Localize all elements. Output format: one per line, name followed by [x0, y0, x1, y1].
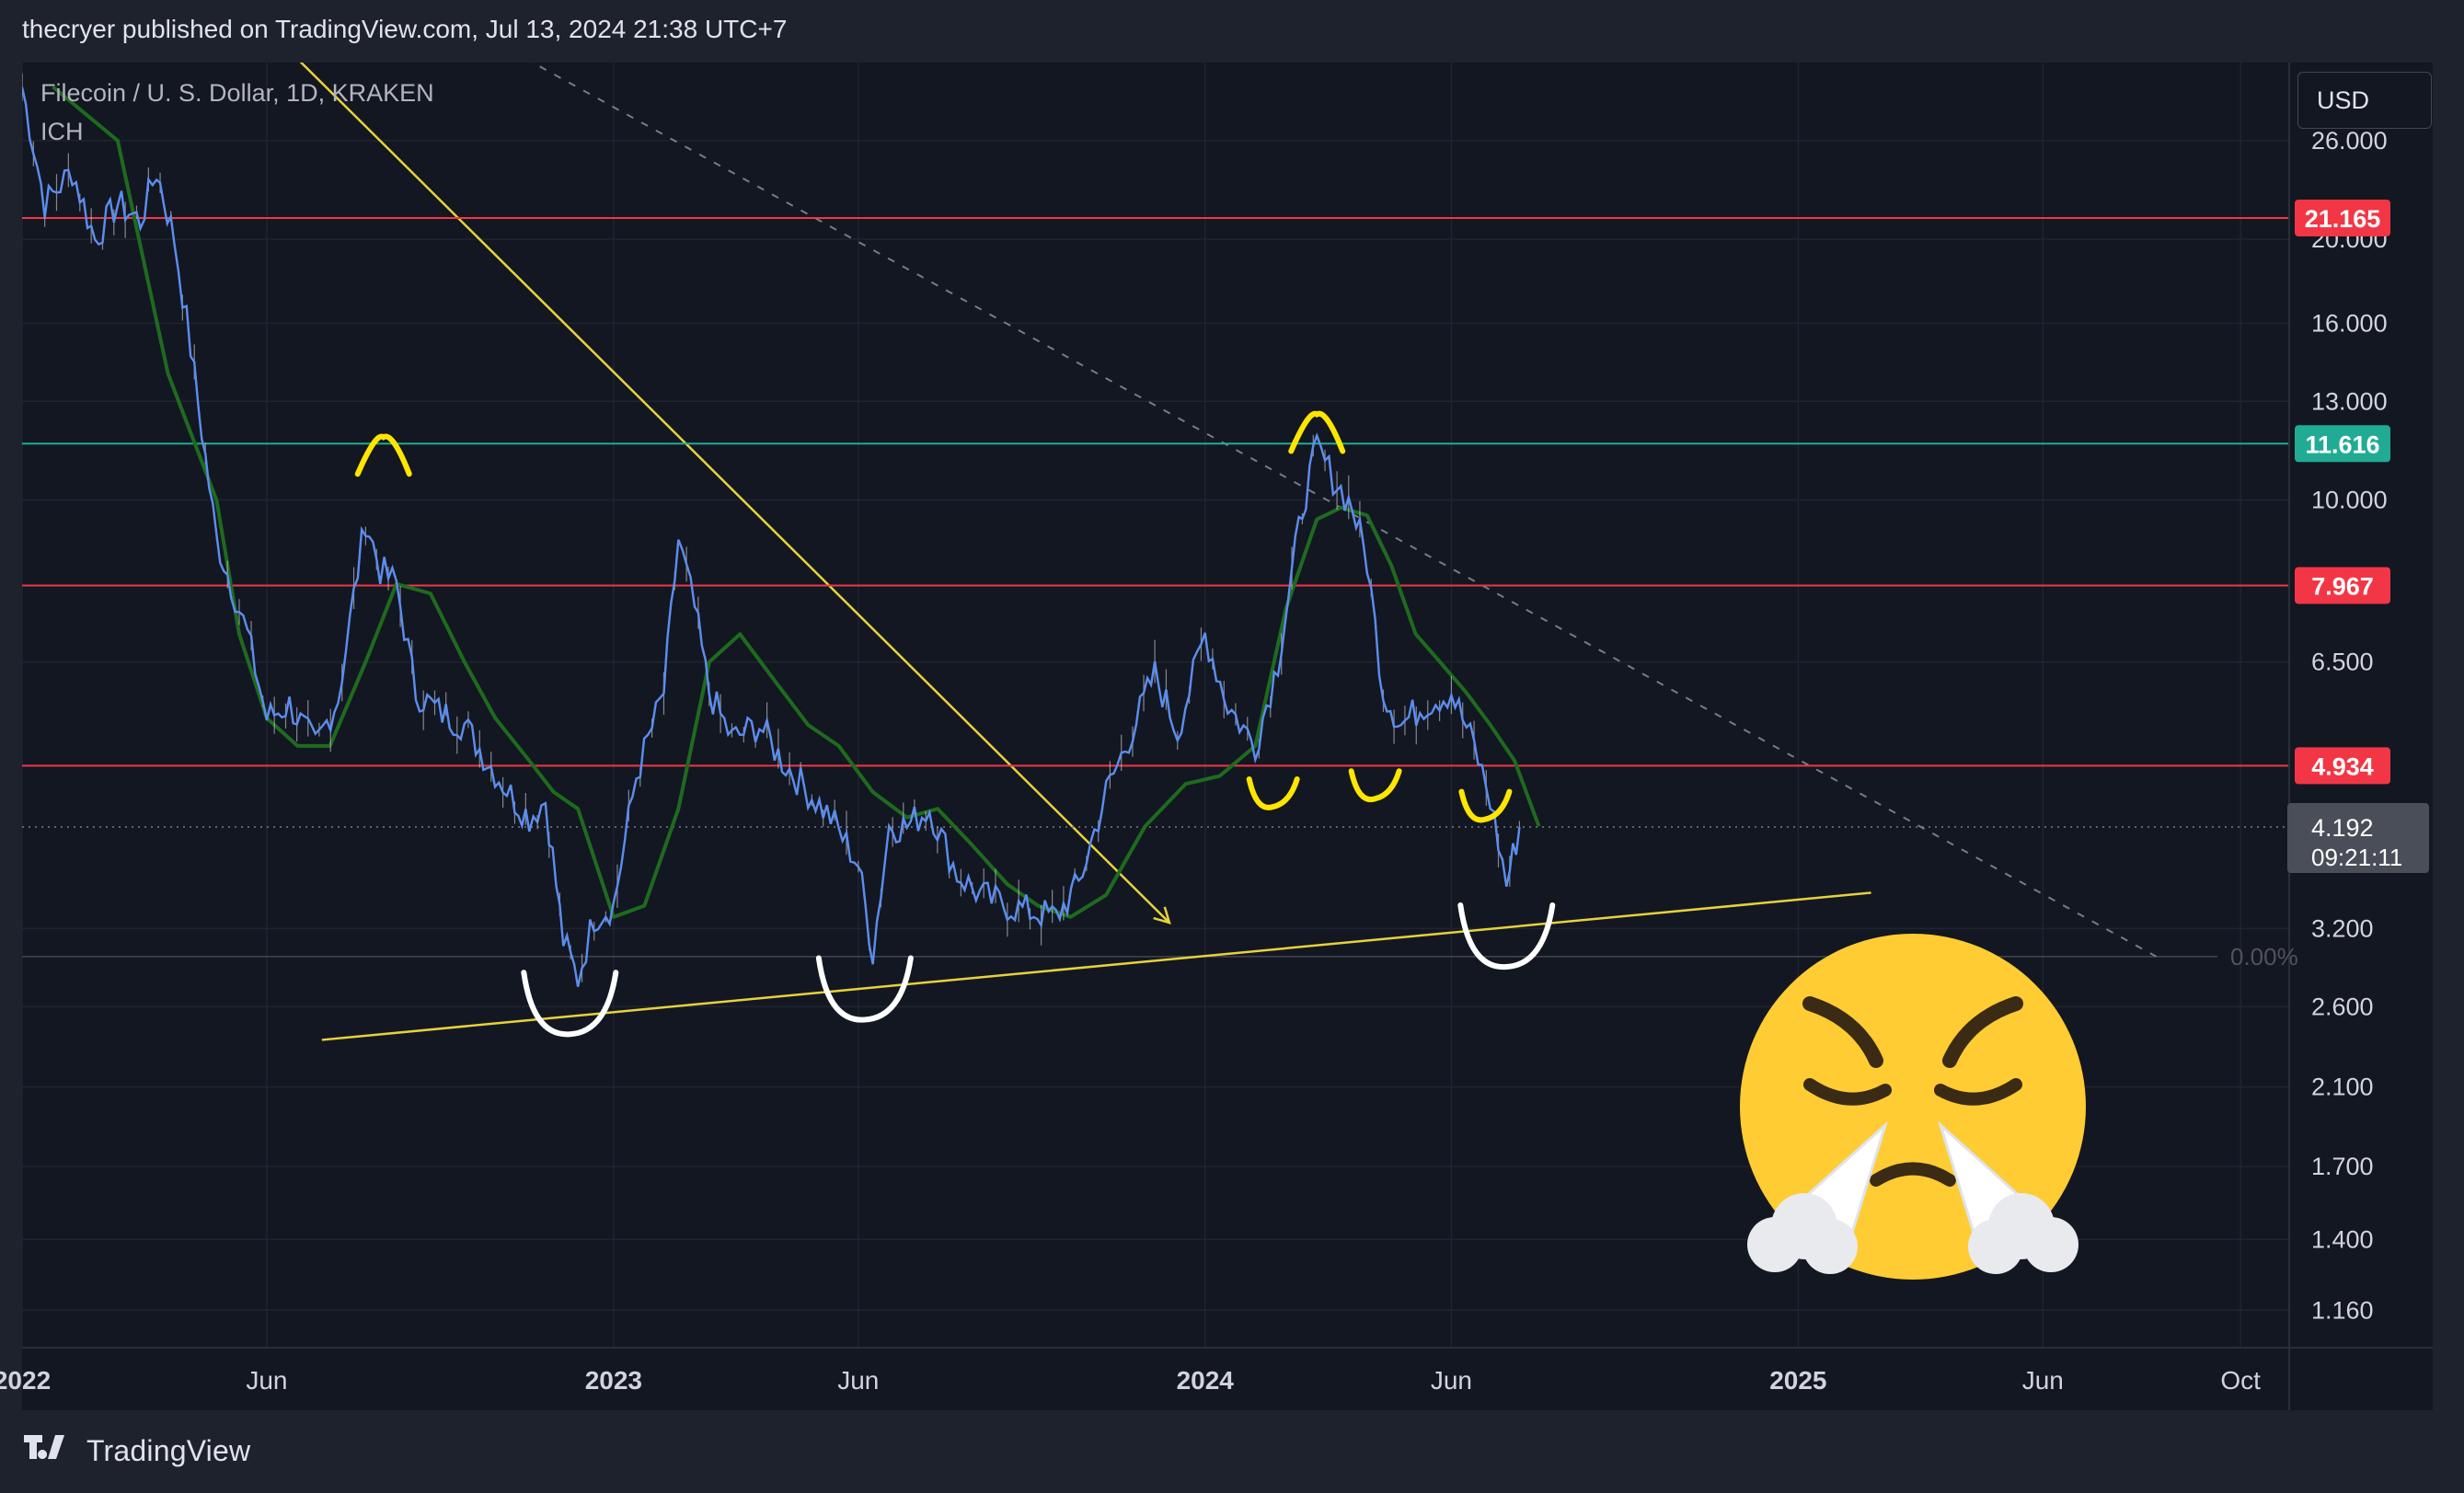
y-tick-label: 6.500: [2311, 649, 2374, 676]
emoji-mouth: [1870, 1162, 1956, 1187]
level-price-label: 7.967: [2311, 572, 2374, 600]
bottom-annotation: [521, 970, 619, 1038]
bottom-annotation: [1457, 902, 1556, 970]
publish-header: thecryer published on TradingView.com, J…: [22, 15, 788, 43]
x-tick-label: Jun: [2022, 1366, 2064, 1395]
emoji-steam-puff: [2023, 1217, 2078, 1272]
last-price-value: 4.192: [2311, 814, 2374, 842]
indicator-legend[interactable]: ICH: [40, 118, 84, 145]
level-price-tag: [2295, 425, 2390, 463]
price-line: [22, 86, 1521, 987]
y-tick-label: 26.000: [2311, 127, 2388, 155]
x-tick-label: Jun: [1431, 1366, 1472, 1395]
bottom-annotation: [815, 955, 914, 1023]
level-price-label: 21.165: [2305, 205, 2381, 233]
y-tick-label: 2.100: [2311, 1074, 2374, 1101]
y-tick-label: 1.400: [2311, 1225, 2374, 1253]
emoji-brow-left: [1802, 996, 1883, 1068]
level-price-label: 4.934: [2311, 752, 2374, 780]
level-price-tag: [2295, 567, 2390, 604]
x-tick-label: 2024: [1177, 1366, 1235, 1395]
tradingview-logo-icon: [22, 1433, 74, 1468]
y-tick-label: 1.160: [2311, 1296, 2374, 1324]
emoji-eye-right: [1934, 1078, 2022, 1106]
peak-annotation: [354, 433, 412, 477]
y-tick-label: 13.000: [2311, 387, 2388, 415]
y-tick-label: 16.000: [2311, 309, 2388, 337]
peak-annotation: [1288, 410, 1346, 454]
level-price-label: 11.616: [2305, 431, 2379, 458]
emoji-eye-left: [1803, 1078, 1892, 1106]
last-price-countdown: 09:21:11: [2311, 844, 2402, 871]
tradingview-logo[interactable]: TradingView: [22, 1433, 250, 1468]
x-tick-label: Jun: [246, 1366, 287, 1395]
x-tick-label: 2023: [585, 1366, 642, 1395]
tradingview-brand: TradingView: [86, 1433, 251, 1467]
swing-annotation: [1348, 768, 1402, 803]
y-tick-label: 3.200: [2311, 914, 2374, 942]
trendline-arrowhead: [1153, 906, 1171, 925]
trendline: [321, 891, 1871, 1041]
last-price-tag: [2287, 803, 2429, 874]
level-price-tag: [2295, 747, 2390, 785]
annotation-layer: [354, 410, 1556, 1038]
emoji-steam-puff: [1802, 1219, 1858, 1274]
y-tick-label: 10.000: [2311, 487, 2388, 514]
symbol-legend[interactable]: Filecoin / U. S. Dollar, 1D, KRAKEN: [40, 79, 434, 107]
swing-annotation: [1458, 788, 1513, 823]
currency-button[interactable]: USD: [2297, 72, 2432, 129]
x-tick-label: Oct: [2220, 1366, 2261, 1395]
y-tick-label: 1.700: [2311, 1153, 2374, 1180]
ichimoku-line: [52, 85, 1541, 919]
axis-layer: 26.00020.00016.00013.00010.0006.5003.200…: [0, 63, 2433, 1410]
x-tick-label: 2022: [0, 1366, 51, 1395]
x-tick-label: 2025: [1769, 1366, 1826, 1395]
lower-level-label: 0.00%: [2230, 943, 2298, 970]
series-layer: [22, 63, 2289, 1041]
level-price-tag: [2295, 200, 2390, 237]
face-with-steam-emoji: [1740, 934, 2086, 1280]
emoji-brow-right: [1942, 996, 2023, 1068]
dashed-trendline: [530, 63, 2158, 958]
y-tick-label: 2.600: [2311, 993, 2374, 1020]
x-tick-label: Jun: [837, 1366, 879, 1395]
swing-annotation: [1246, 776, 1300, 810]
trendline: [299, 63, 1170, 924]
